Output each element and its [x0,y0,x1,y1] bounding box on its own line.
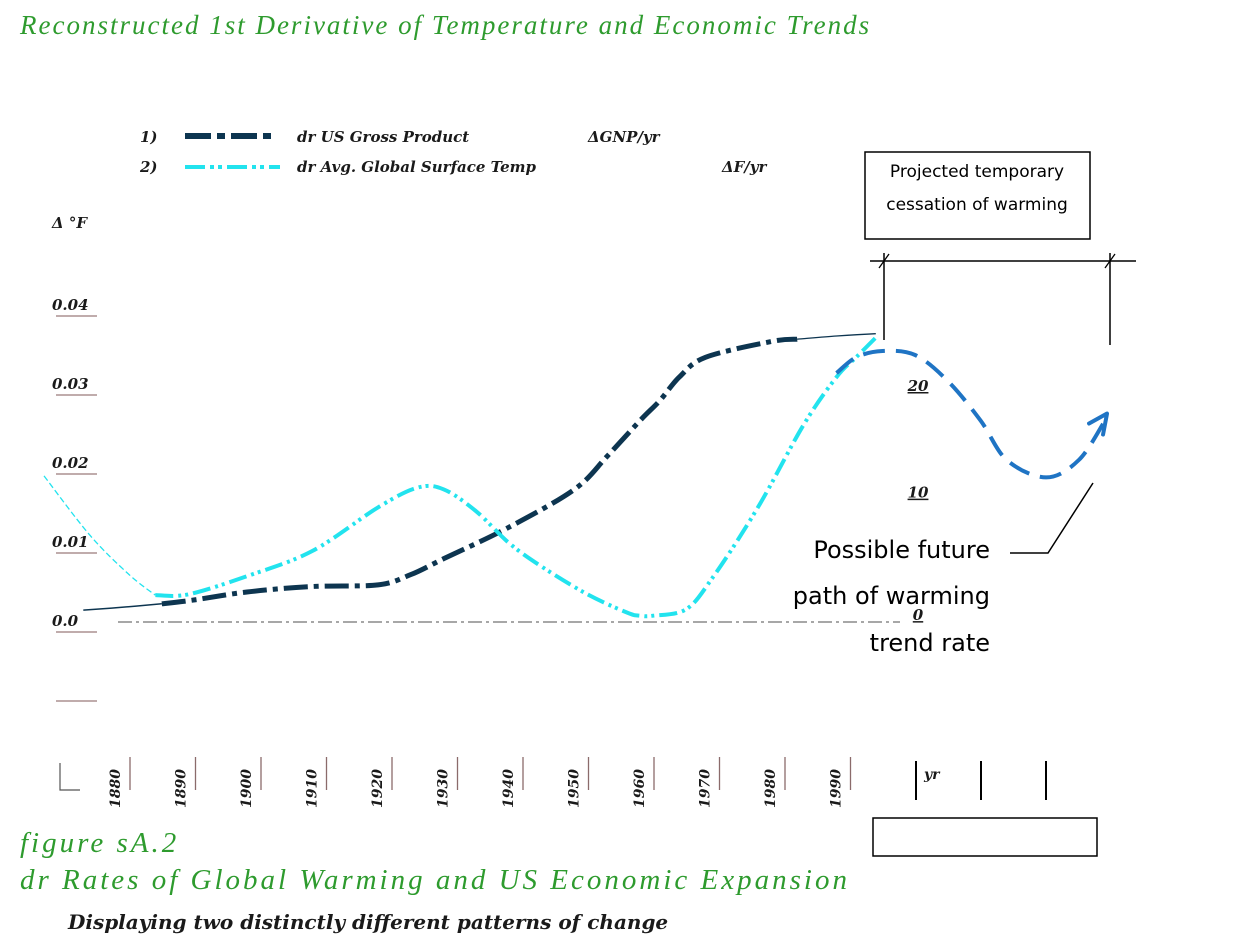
projection-arrowhead [1087,411,1110,437]
chart-title: Reconstructed 1st Derivative of Temperat… [20,10,872,40]
x-tick-label: 1900 [239,769,255,808]
series-gnp-line-start [83,603,162,611]
right-tick-label: 0 [913,606,924,624]
x-axis-label: yr [923,767,941,783]
x-tick-label: 1880 [108,769,124,808]
figure-subcaption: Displaying two distinctly different patt… [68,910,669,934]
series-temp-line [155,336,878,619]
legend-number-1: 1) [140,128,158,146]
legend-number-2: 2) [139,158,158,176]
x-tick-label: 1890 [174,769,190,808]
legend-unit-temp: ΔF/yr [721,158,767,176]
legend: 1) dr US Gross Product ΔGNP/yr 2) dr Avg… [139,128,767,176]
series-gnp-line [161,336,798,607]
x-tick-label: 1920 [370,769,386,808]
x-tick-label: 1910 [305,769,321,808]
bracket-right-tick [1104,253,1116,269]
x-tick-label: 1960 [632,769,648,808]
right-ticks: 20 10 0 [907,377,929,624]
series-temp-line-start [43,475,156,596]
x-tick-label: 1930 [436,769,452,808]
axis-corner [59,763,80,791]
y-ticks: 0.04 0.03 0.02 0.01 0.0 [52,296,97,633]
cessation-box [864,151,1091,240]
x-tick-label: 1990 [829,769,845,808]
right-tick-label: 10 [908,484,929,502]
legend-label-temp: dr Avg. Global Surface Temp [297,158,537,176]
y-tick-label: 0.03 [52,375,89,393]
figure-caption: dr Rates of Global Warming and US Econom… [20,864,850,896]
cessation-line-2: cessation of warming [886,195,1068,215]
y-tick-label: 0.0 [52,612,79,630]
x-tick-label: 1970 [698,769,714,808]
right-tick-label: 20 [907,377,929,395]
figure-label: figure sA.2 [20,827,180,859]
y-axis-label: Δ °F [51,214,88,232]
series-projection-line [835,348,1107,480]
y-tick-label: 0.02 [52,454,89,472]
bracket-left-tick [878,253,890,269]
future-line-1: Possible future [813,536,990,564]
legend-unit-gnp: ΔGNP/yr [587,128,661,146]
future-line-2: path of warming [793,582,990,610]
series [43,333,1110,619]
future-leader-line [1010,482,1094,554]
projection-bracket [870,253,1136,345]
cessation-line-1: Projected temporary [890,162,1064,182]
x-tick-label: 1980 [763,769,779,808]
x-tick-label: 1950 [567,769,583,808]
y-tick-label: 0.01 [52,533,89,551]
x-tick-label: 1940 [501,769,517,808]
legend-label-gnp: dr US Gross Product [297,128,469,146]
y-tick-label: 0.04 [52,296,89,314]
future-line-3: trend rate [870,629,990,657]
series-gnp-line-end [797,333,876,340]
projected-years-box [872,817,1098,857]
